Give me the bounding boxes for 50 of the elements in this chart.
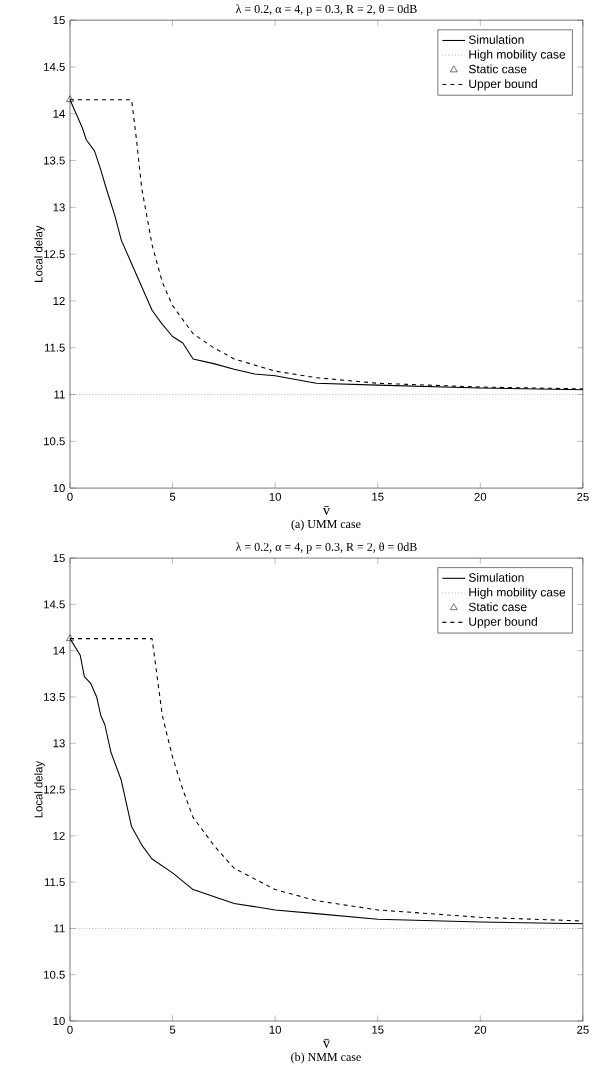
legend-label: Upper bound (469, 79, 538, 91)
text: (a) UMM case (291, 519, 361, 531)
x-tick-label: 0 (67, 492, 73, 501)
x-tick-label: 0 (67, 1025, 73, 1034)
y-tick-label: 14.5 (44, 600, 65, 609)
y-tick-label: 15 (53, 16, 65, 25)
chart-title: λ = 0.2, α = 4, p = 0.3, R = 2, θ = 0dB (236, 4, 417, 16)
x-tick-label: 20 (474, 492, 487, 501)
y-tick-label: 10.5 (44, 437, 65, 446)
x-tick-label: 15 (372, 492, 384, 501)
x-tick-label: 20 (474, 1025, 487, 1034)
y-tick-label: 15 (53, 554, 65, 563)
y-tick-label: 14.5 (44, 63, 65, 71)
legend-label: Static case (469, 64, 527, 74)
y-tick-label: 10.5 (44, 970, 65, 979)
chart-title: λ = 0.2, α = 4, p = 0.3, R = 2, θ = 0dB (236, 542, 417, 554)
x-tick-label: 25 (577, 1025, 589, 1034)
y-tick-label: 12.5 (44, 785, 65, 794)
x-tick-label: 10 (269, 492, 282, 501)
y-tick-label: 10 (53, 484, 65, 493)
x-tick-label: 25 (577, 492, 589, 501)
y-tick-label: 12.5 (44, 250, 65, 259)
y-tick-label: 12 (53, 831, 65, 840)
y-axis-title: Local delay (34, 760, 45, 818)
x-tick-label: 10 (269, 1025, 282, 1034)
y-tick-label: 11 (54, 924, 65, 933)
y-axis-title: Local delay (34, 225, 45, 282)
legend-label: Static case (469, 602, 527, 612)
x-tick-label: 15 (372, 1025, 384, 1034)
y-tick-label: 10 (53, 1017, 65, 1026)
y-tick-label: 13 (53, 203, 65, 212)
y-tick-label: 14 (53, 646, 66, 655)
y-tick-label: 11 (54, 390, 65, 399)
y-tick-label: 12 (53, 296, 65, 305)
legend-label: High mobility case (469, 49, 566, 61)
y-tick-label: 14 (53, 109, 66, 118)
x-tick-label: 5 (170, 492, 176, 501)
x-axis-title: v̄ (322, 505, 331, 515)
legend-label: Simulation (469, 35, 524, 44)
text: (b) NMM case (291, 1052, 362, 1064)
x-axis-title: v̄ (322, 1038, 331, 1048)
x-tick-label: 5 (170, 1025, 176, 1034)
y-tick-label: 11.5 (45, 878, 65, 887)
y-tick-label: 11.5 (45, 343, 65, 352)
legend-label: Upper bound (469, 617, 538, 629)
y-tick-label: 13.5 (44, 156, 65, 165)
legend-label: Simulation (469, 572, 524, 582)
legend-label: High mobility case (469, 587, 566, 599)
y-tick-label: 13 (53, 739, 65, 748)
y-tick-label: 13.5 (44, 692, 65, 701)
